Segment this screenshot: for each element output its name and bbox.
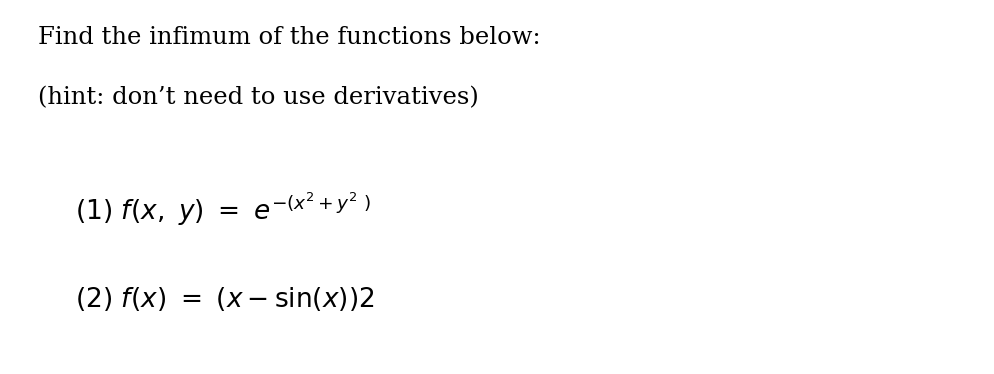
Text: Find the infimum of the functions below:: Find the infimum of the functions below: <box>38 26 541 49</box>
Text: $(1)\ \mathit{f}(x,\ y)\ =\ e^{-(x^2+y^2\ )}$: $(1)\ \mathit{f}(x,\ y)\ =\ e^{-(x^2+y^2… <box>75 191 371 228</box>
Text: (hint: don’t need to use derivatives): (hint: don’t need to use derivatives) <box>38 86 478 109</box>
Text: $(2)\ \mathit{f}(x)\ =\ (x - \sin(x))2$: $(2)\ \mathit{f}(x)\ =\ (x - \sin(x))2$ <box>75 285 374 313</box>
